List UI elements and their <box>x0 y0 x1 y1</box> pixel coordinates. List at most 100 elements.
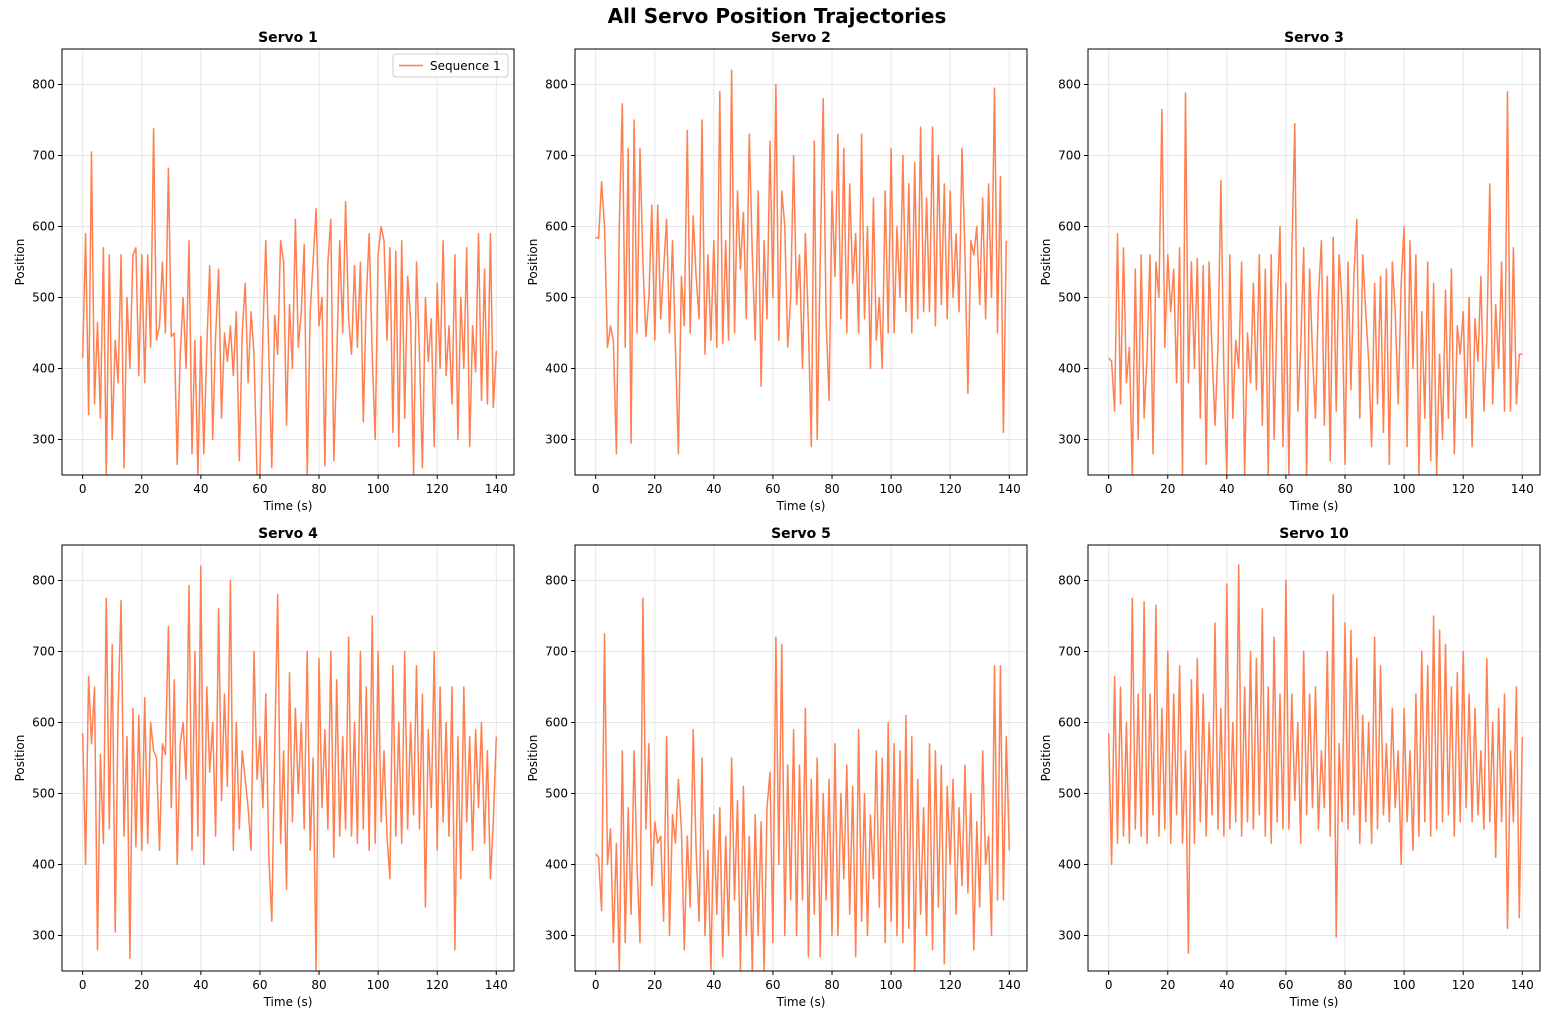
x-tick-label: 100 <box>880 482 903 496</box>
x-tick-label: 140 <box>485 978 508 992</box>
x-tick-label: 20 <box>134 482 149 496</box>
y-tick-label: 700 <box>32 645 55 659</box>
x-tick-label: 120 <box>939 482 962 496</box>
subplot-1: 0 20 40 60 80 100 120 140 300 400 500 600 700 800 Serv… <box>13 30 515 513</box>
axes-frame <box>574 544 1028 972</box>
axes-frame <box>61 544 515 972</box>
y-tick-label: 600 <box>1058 716 1081 730</box>
x-tick-label: 140 <box>1511 978 1534 992</box>
series-line-1 <box>81 565 498 971</box>
y-tick-label: 600 <box>32 220 55 234</box>
subplot-title: Servo 1 <box>258 30 318 46</box>
y-axis-label: Position <box>526 239 540 286</box>
y-tick-label: 800 <box>32 574 55 588</box>
x-tick-label: 100 <box>880 978 903 992</box>
x-tick-label: 80 <box>824 978 839 992</box>
y-tick-label: 700 <box>545 149 568 163</box>
series-line-1 <box>595 69 1008 455</box>
subplot-6: 0 20 40 60 80 100 120 140 300 400 500 600 700 800 Serv… <box>1039 526 1541 1009</box>
subplot-5: 0 20 40 60 80 100 120 140 300 400 500 600 700 800 Serv… <box>526 526 1028 1009</box>
x-tick-label: 80 <box>311 978 326 992</box>
x-tick-label: 100 <box>1393 978 1416 992</box>
series-line-1 <box>595 597 1011 971</box>
y-tick-label: 400 <box>1058 362 1081 376</box>
x-tick-label: 120 <box>1452 978 1475 992</box>
x-tick-label: 80 <box>824 482 839 496</box>
y-tick-label: 800 <box>545 574 568 588</box>
y-tick-label: 800 <box>1058 78 1081 92</box>
y-tick-label: 400 <box>545 858 568 872</box>
x-tick-label: 0 <box>1105 978 1113 992</box>
x-tick-label: 80 <box>1337 482 1352 496</box>
axes-frame <box>1087 544 1541 972</box>
y-tick-label: 500 <box>1058 787 1081 801</box>
x-tick-label: 140 <box>485 482 508 496</box>
y-tick-label: 700 <box>32 149 55 163</box>
subplot-title: Servo 10 <box>1279 526 1349 542</box>
x-tick-label: 100 <box>1393 482 1416 496</box>
y-tick-label: 700 <box>545 645 568 659</box>
x-axis-label: Time (s) <box>776 995 826 1009</box>
y-tick-label: 300 <box>545 433 568 447</box>
y-tick-label: 300 <box>1058 929 1081 943</box>
subplot-4: 0 20 40 60 80 100 120 140 300 400 500 600 700 800 Serv… <box>13 526 515 1009</box>
y-axis-label: Position <box>13 239 27 286</box>
subplot-title: Servo 5 <box>771 526 831 542</box>
x-tick-label: 20 <box>1160 482 1175 496</box>
x-tick-label: 20 <box>647 482 662 496</box>
x-tick-label: 0 <box>79 482 87 496</box>
x-tick-label: 40 <box>1219 978 1234 992</box>
x-axis-label: Time (s) <box>263 995 313 1009</box>
x-tick-label: 20 <box>1160 978 1175 992</box>
x-tick-label: 140 <box>1511 482 1534 496</box>
axes-frame <box>61 48 515 476</box>
plot-area <box>62 49 514 475</box>
y-tick-label: 300 <box>32 929 55 943</box>
y-tick-label: 800 <box>32 78 55 92</box>
y-tick-label: 600 <box>545 220 568 234</box>
x-tick-label: 60 <box>1278 482 1293 496</box>
y-axis-label: Position <box>1039 735 1053 782</box>
x-tick-label: 0 <box>592 482 600 496</box>
y-axis-label: Position <box>13 735 27 782</box>
y-tick-label: 300 <box>545 929 568 943</box>
x-tick-label: 120 <box>1452 482 1475 496</box>
y-tick-label: 500 <box>1058 291 1081 305</box>
x-tick-label: 40 <box>706 482 721 496</box>
x-tick-label: 80 <box>1337 978 1352 992</box>
y-tick-label: 800 <box>1058 574 1081 588</box>
subplot-3: 0 20 40 60 80 100 120 140 300 400 500 600 700 800 Serv… <box>1039 30 1541 513</box>
x-tick-label: 100 <box>367 978 390 992</box>
x-tick-label: 0 <box>592 978 600 992</box>
x-tick-label: 60 <box>252 482 267 496</box>
y-tick-label: 700 <box>1058 149 1081 163</box>
x-tick-label: 60 <box>765 482 780 496</box>
y-axis-label: Position <box>526 735 540 782</box>
plot-area <box>575 545 1027 971</box>
y-tick-label: 800 <box>545 78 568 92</box>
x-tick-label: 60 <box>1278 978 1293 992</box>
y-tick-label: 400 <box>1058 858 1081 872</box>
x-tick-label: 140 <box>998 978 1021 992</box>
x-tick-label: 120 <box>426 482 449 496</box>
figure-title: All Servo Position Trajectories <box>608 4 947 28</box>
x-tick-label: 60 <box>252 978 267 992</box>
subplot-2: 0 20 40 60 80 100 120 140 300 400 500 600 700 800 Serv… <box>526 30 1028 513</box>
x-tick-label: 80 <box>311 482 326 496</box>
y-tick-label: 600 <box>32 716 55 730</box>
y-axis-label: Position <box>1039 239 1053 286</box>
x-axis-label: Time (s) <box>1289 499 1339 513</box>
y-tick-label: 400 <box>32 858 55 872</box>
x-tick-label: 0 <box>79 978 87 992</box>
series-line-1 <box>1108 90 1523 475</box>
x-tick-label: 100 <box>367 482 390 496</box>
x-tick-label: 120 <box>426 978 449 992</box>
y-tick-label: 500 <box>32 291 55 305</box>
x-tick-label: 40 <box>1219 482 1234 496</box>
x-tick-label: 60 <box>765 978 780 992</box>
x-tick-label: 20 <box>134 978 149 992</box>
x-axis-label: Time (s) <box>776 499 826 513</box>
y-tick-label: 500 <box>545 787 568 801</box>
series-line-1 <box>1107 564 1524 955</box>
